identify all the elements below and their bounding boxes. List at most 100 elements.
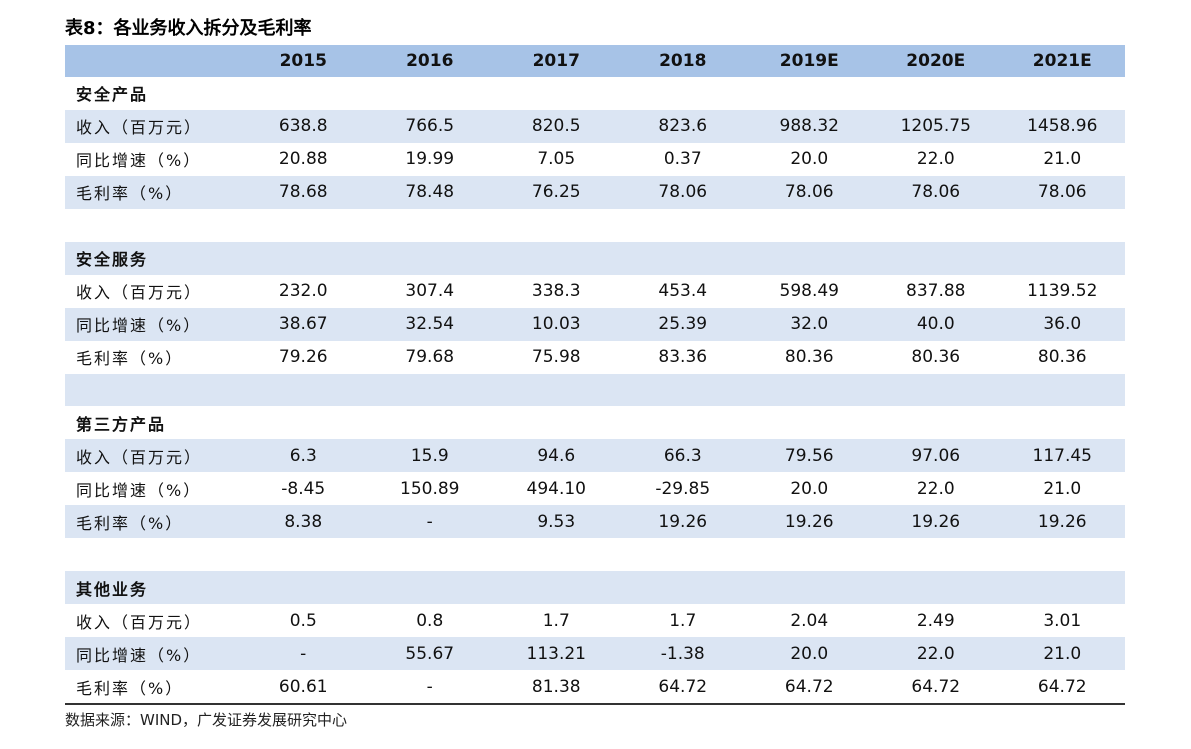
value-cell: 3.01 — [1043, 610, 1082, 631]
table-title: 表8：各业务收入拆分及毛利率 — [65, 18, 312, 39]
value-cell: - — [426, 676, 433, 697]
value-cell: 83.36 — [658, 347, 708, 368]
row-label: 同比增速（%） — [76, 316, 202, 336]
value-cell: 80.36 — [911, 347, 961, 368]
row-label: 收入（百万元） — [76, 612, 203, 632]
section-row: 第三方产品 — [65, 406, 1125, 440]
row-label: 毛利率（%） — [76, 513, 184, 533]
row-label: 同比增速（%） — [76, 480, 202, 500]
value-cell: -8.45 — [281, 478, 326, 499]
value-cell: 22.0 — [916, 643, 955, 664]
value-cell: 76.25 — [531, 182, 581, 203]
value-cell: 75.98 — [531, 347, 581, 368]
value-cell: 2.49 — [916, 610, 955, 631]
column-header: 2017 — [532, 51, 580, 71]
column-header: 2018 — [659, 51, 707, 71]
row-label: 毛利率（%） — [76, 184, 184, 204]
value-cell: 0.5 — [289, 610, 317, 631]
value-cell: 78.06 — [784, 182, 834, 203]
value-cell: 10.03 — [531, 314, 581, 335]
value-cell: 453.4 — [658, 281, 708, 302]
value-cell: 766.5 — [405, 116, 455, 137]
column-header: 2021E — [1032, 51, 1092, 71]
value-cell: 7.05 — [537, 149, 576, 170]
data-row: 同比增速（%） -8.45 150.89 494.10 -29.85 20.0 22.0 21… — [65, 472, 1125, 506]
section-row: 安全服务 — [65, 241, 1125, 275]
row-label: 同比增速（%） — [76, 151, 202, 171]
value-cell: 1139.52 — [1027, 281, 1098, 302]
value-cell: 20.0 — [790, 149, 829, 170]
section-label: 其他业务 — [76, 579, 149, 599]
column-header: 2016 — [406, 51, 454, 71]
value-cell: 21.0 — [1043, 643, 1082, 664]
row-label: 收入（百万元） — [76, 118, 203, 138]
header-row: 2015 2016 2017 2018 2019E 2020E 2021E — [65, 45, 1125, 77]
spacer-row — [65, 208, 1125, 242]
data-row: 同比增速（%） - 55.67 113.21 -1.38 20.0 22.0 21.0 — [65, 637, 1125, 671]
data-row: 同比增速（%） 38.67 32.54 10.03 25.39 32.0 40.0 36.0 — [65, 307, 1125, 341]
value-cell: 64.72 — [1037, 676, 1087, 697]
value-cell: 78.06 — [911, 182, 961, 203]
value-cell: 78.06 — [658, 182, 708, 203]
value-cell: -29.85 — [655, 478, 711, 499]
value-cell: 6.3 — [289, 445, 317, 466]
value-cell: 55.67 — [405, 643, 455, 664]
value-cell: 117.45 — [1032, 445, 1092, 466]
value-cell: 80.36 — [1037, 347, 1087, 368]
data-row: 收入（百万元） 232.0 307.4 338.3 453.4 598.49 837.88 1… — [65, 274, 1125, 308]
value-cell: 22.0 — [916, 149, 955, 170]
bottom-rule — [65, 703, 1125, 705]
value-cell: 9.53 — [537, 511, 576, 532]
value-cell: 837.88 — [906, 281, 966, 302]
value-cell: 60.61 — [278, 676, 328, 697]
data-row: 收入（百万元） 638.8 766.5 820.5 823.6 988.32 1205.75… — [65, 109, 1125, 143]
section-label: 安全产品 — [76, 85, 149, 105]
value-cell: 64.72 — [911, 676, 961, 697]
value-cell: 988.32 — [779, 116, 839, 137]
value-cell: 20.0 — [790, 643, 829, 664]
value-cell: 20.0 — [790, 478, 829, 499]
value-cell: 1.7 — [669, 610, 697, 631]
row-label: 收入（百万元） — [76, 283, 203, 303]
row-label: 毛利率（%） — [76, 349, 184, 369]
value-cell: 97.06 — [911, 445, 961, 466]
value-cell: 21.0 — [1043, 478, 1082, 499]
value-cell: 19.99 — [405, 149, 455, 170]
value-cell: 21.0 — [1043, 149, 1082, 170]
value-cell: 94.6 — [537, 445, 576, 466]
value-cell: 598.49 — [779, 281, 839, 302]
spacer-row — [65, 373, 1125, 407]
value-cell: 494.10 — [526, 478, 586, 499]
data-row: 同比增速（%） 20.88 19.99 7.05 0.37 20.0 22.0 21.0 — [65, 142, 1125, 176]
row-label: 毛利率（%） — [76, 678, 184, 698]
value-cell: 19.26 — [658, 511, 708, 532]
value-cell: 78.68 — [278, 182, 328, 203]
source-note: 数据来源：WIND，广发证券发展研究中心 — [65, 711, 348, 729]
row-label: 收入（百万元） — [76, 447, 203, 467]
value-cell: 19.26 — [784, 511, 834, 532]
column-header: 2019E — [779, 51, 839, 71]
value-cell: 38.67 — [278, 314, 328, 335]
value-cell: 40.0 — [916, 314, 955, 335]
value-cell: 64.72 — [658, 676, 708, 697]
value-cell: 2.04 — [790, 610, 829, 631]
value-cell: 78.06 — [1037, 182, 1087, 203]
value-cell: 638.8 — [278, 116, 328, 137]
data-row: 毛利率（%） 78.68 78.48 76.25 78.06 78.06 78.06 78.0… — [65, 175, 1125, 209]
section-row: 安全产品 — [65, 77, 1125, 110]
data-row: 收入（百万元） 6.3 15.9 94.6 66.3 79.56 97.06 117.45 — [65, 439, 1125, 473]
value-cell: 64.72 — [784, 676, 834, 697]
section-label: 第三方产品 — [76, 414, 167, 434]
value-cell: 79.26 — [278, 347, 328, 368]
value-cell: 1.7 — [542, 610, 570, 631]
value-cell: 19.26 — [1037, 511, 1087, 532]
section-label: 安全服务 — [76, 250, 149, 270]
value-cell: 36.0 — [1043, 314, 1082, 335]
value-cell: 79.68 — [405, 347, 455, 368]
value-cell: 823.6 — [658, 116, 708, 137]
data-row: 毛利率（%） 8.38 - 9.53 19.26 19.26 19.26 19.26 — [65, 505, 1125, 539]
value-cell: 66.3 — [663, 445, 702, 466]
value-cell: 820.5 — [531, 116, 581, 137]
value-cell: 150.89 — [400, 478, 460, 499]
